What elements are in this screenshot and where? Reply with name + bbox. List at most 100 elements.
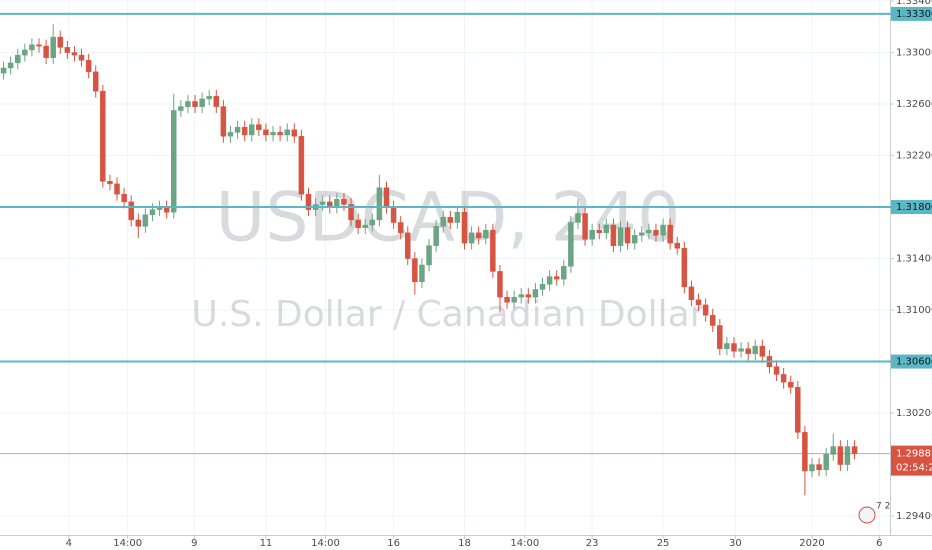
- candle-body: [249, 124, 255, 136]
- candle-body: [440, 217, 446, 227]
- countdown-label: 02:54:23: [896, 463, 932, 474]
- candle-body: [695, 299, 702, 306]
- candle-body: [709, 314, 716, 326]
- candle-body: [7, 62, 14, 69]
- candle-body: [178, 106, 184, 111]
- candle-body: [192, 101, 198, 107]
- candle-body: [454, 211, 461, 223]
- x-tick-label: 11: [260, 538, 273, 549]
- x-tick-label: 14:00: [311, 538, 340, 549]
- candle-body: [802, 432, 808, 472]
- candle-body: [490, 229, 496, 272]
- candle-body: [525, 294, 532, 298]
- y-tick-label: 1.30200: [896, 408, 932, 419]
- candle-body: [142, 214, 149, 227]
- candle-body: [114, 183, 120, 195]
- level-label-box: [891, 6, 932, 21]
- candle-body: [837, 446, 844, 465]
- candle-body: [731, 343, 737, 352]
- candle-body: [36, 44, 42, 47]
- candle-body: [844, 446, 851, 465]
- candle-body: [646, 229, 652, 234]
- candle-body: [532, 289, 539, 298]
- candle-body: [291, 129, 298, 137]
- y-tick-label: 1.31000: [896, 305, 932, 316]
- candle-body: [830, 446, 837, 455]
- level-label: 1.31800: [896, 202, 932, 213]
- candle-body: [362, 224, 368, 228]
- candle-body: [631, 235, 638, 244]
- candle-body: [780, 374, 787, 383]
- candle-body: [674, 242, 681, 249]
- candle-body: [468, 232, 475, 244]
- candle-body: [149, 209, 156, 216]
- candle-body: [653, 229, 659, 236]
- y-tick-label: 1.32200: [896, 151, 932, 162]
- candle-body: [0, 67, 7, 74]
- candle-body: [412, 258, 418, 282]
- candle-body: [383, 187, 390, 208]
- candle-body: [71, 52, 78, 56]
- x-tick-label: 14:00: [113, 538, 142, 549]
- candle-body: [50, 36, 56, 58]
- candle-body: [270, 132, 276, 136]
- candle-body: [92, 71, 99, 92]
- candle-body: [241, 126, 248, 136]
- candle-body: [199, 98, 205, 107]
- x-tick-label: 14:00: [510, 538, 539, 549]
- candle-body: [355, 219, 361, 228]
- candle-body: [823, 454, 829, 470]
- candle-body: [759, 345, 766, 357]
- candle-body: [397, 222, 404, 234]
- candle-body: [22, 49, 28, 56]
- candle-body: [851, 446, 858, 454]
- candle-body: [596, 229, 602, 234]
- level-label: 1.33300: [896, 9, 932, 20]
- candle-body: [738, 348, 744, 352]
- candle-body: [185, 101, 191, 107]
- candle-body: [135, 219, 142, 227]
- y-tick-label: 1.33400: [896, 0, 932, 7]
- candle-body: [107, 181, 113, 185]
- x-tick-label: 4: [66, 538, 72, 549]
- candle-body: [284, 129, 290, 136]
- events-badge[interactable]: 7 2: [876, 502, 890, 512]
- candle-body: [100, 90, 106, 182]
- last-price-box: [891, 445, 932, 476]
- candle-body: [681, 248, 688, 288]
- candle-body: [546, 276, 553, 285]
- candle-body: [263, 129, 269, 136]
- candle-body: [504, 296, 510, 303]
- x-tick-label: 18: [458, 538, 471, 549]
- level-label-box: [891, 200, 932, 215]
- watermark-subtitle: U.S. Dollar / Canadian Dollar: [191, 294, 704, 335]
- candle-body: [667, 224, 673, 244]
- x-tick-label: 2020: [799, 538, 824, 549]
- candle-body: [610, 224, 617, 246]
- candle-body: [475, 232, 482, 239]
- candle-body: [376, 187, 383, 221]
- candle-body: [319, 201, 326, 205]
- candle-body: [405, 232, 411, 259]
- candle-body: [64, 47, 71, 53]
- candle-body: [447, 217, 454, 223]
- candle-body: [745, 348, 751, 355]
- events-icon[interactable]: [858, 506, 876, 524]
- candle-body: [43, 45, 49, 58]
- candle-body: [170, 110, 177, 213]
- candle-body: [128, 201, 134, 221]
- candle-body: [256, 124, 262, 131]
- candle-body: [688, 286, 695, 301]
- candle-body: [206, 96, 212, 100]
- candle-body: [348, 204, 354, 221]
- candle-body: [561, 266, 567, 280]
- x-tick-label: 23: [586, 538, 599, 549]
- candle-body: [568, 222, 574, 267]
- candle-body: [639, 232, 645, 236]
- candle-body: [773, 366, 780, 375]
- candle-body: [57, 36, 64, 48]
- candle-body: [575, 213, 581, 223]
- candle-body: [78, 54, 85, 61]
- candle-body: [14, 54, 21, 64]
